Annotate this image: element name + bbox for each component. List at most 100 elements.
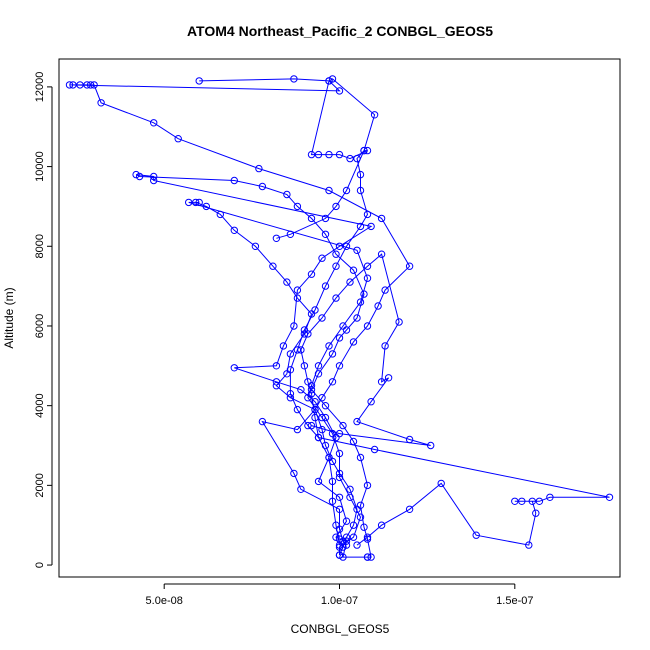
x-tick-label: 5.0e-08 [146, 595, 183, 607]
data-point [367, 222, 375, 231]
x-axis: 5.0e-08 1.0e-07 1.5e-07 [146, 583, 533, 607]
data-point [335, 334, 344, 342]
data-point [363, 262, 372, 270]
data-point [311, 306, 319, 314]
data-point [311, 398, 319, 406]
data-point [293, 425, 302, 434]
data-point [321, 282, 330, 290]
data-point [360, 523, 368, 531]
data-point [97, 99, 105, 107]
data-point [532, 509, 540, 517]
data-point [307, 150, 316, 159]
data-point [437, 479, 445, 488]
data-point [377, 378, 386, 386]
data-point [605, 493, 614, 501]
data-point [174, 135, 182, 143]
data-point [346, 493, 354, 501]
data-point [297, 485, 305, 493]
data-point [272, 234, 281, 243]
data-point [69, 81, 77, 89]
data-point [318, 254, 326, 262]
data-point [272, 382, 281, 390]
x-tick-label: 1.0e-07 [321, 595, 358, 607]
data-point [304, 421, 312, 430]
data-point [230, 226, 239, 235]
data-point [300, 362, 309, 370]
data-point [346, 154, 354, 163]
data-point [328, 429, 337, 438]
data-point [304, 330, 312, 338]
data-point [230, 176, 239, 185]
data-point [356, 222, 365, 231]
data-point [335, 541, 344, 549]
data-point [384, 374, 393, 382]
data-point [405, 262, 414, 270]
data-point [363, 553, 372, 561]
data-point [349, 338, 358, 346]
data-point [307, 214, 316, 223]
data-point [356, 453, 365, 462]
data-point [311, 413, 319, 422]
data-point [363, 146, 372, 155]
data-point [395, 318, 403, 326]
data-point [258, 417, 267, 426]
y-tick-label: 4000 [34, 393, 46, 417]
series-line [300, 253, 431, 546]
data-point [269, 262, 277, 270]
data-point [546, 493, 554, 501]
data-point [335, 551, 344, 559]
data-point [293, 286, 302, 294]
data-point [293, 405, 302, 414]
data-point [86, 81, 95, 89]
data-point [405, 435, 414, 444]
data-point [472, 531, 480, 539]
data-point [307, 390, 316, 398]
data-point [349, 521, 358, 529]
data-point [325, 77, 333, 85]
data-point [321, 230, 330, 239]
data-point [132, 170, 140, 179]
data-point [342, 517, 351, 525]
data-point [335, 493, 344, 501]
data-point [150, 172, 158, 181]
data-point [290, 75, 298, 83]
plot-frame [58, 58, 621, 578]
series-3 [272, 75, 614, 549]
data-point [290, 322, 298, 330]
y-tick-label: 2000 [34, 473, 46, 497]
data-point [304, 378, 312, 386]
data-point [370, 445, 379, 454]
data-point [342, 186, 351, 195]
data-point [325, 342, 333, 350]
data-point [314, 362, 323, 370]
data-point [525, 541, 533, 549]
data-point [374, 302, 382, 310]
data-point [150, 119, 158, 127]
data-point [314, 433, 323, 442]
data-point [325, 186, 333, 195]
data-point [346, 485, 354, 493]
chart-title: ATOM4 Northeast_Pacific_2 CONBGL_GEOS5 [187, 23, 493, 39]
data-point [83, 81, 91, 89]
data-point [356, 170, 365, 179]
data-point [202, 202, 211, 211]
data-point [286, 390, 295, 398]
data-point [286, 230, 295, 239]
y-axis: 0 2000 4000 6000 8000 10000 12000 [34, 72, 53, 568]
data-point [511, 497, 519, 505]
data-point [332, 202, 340, 211]
y-tick-label: 12000 [34, 72, 46, 103]
data-point [335, 449, 344, 458]
data-point [339, 322, 347, 330]
data-point [307, 421, 316, 430]
x-axis-label: CONBGL_GEOS5 [291, 622, 390, 636]
data-point [381, 342, 389, 350]
data-point [325, 453, 333, 462]
data-point [528, 497, 536, 505]
data-point [335, 473, 344, 482]
data-point [195, 77, 203, 85]
data-point [258, 182, 267, 191]
data-point [272, 362, 281, 370]
data-point [349, 266, 358, 274]
